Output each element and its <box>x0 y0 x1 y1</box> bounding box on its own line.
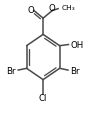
Text: O: O <box>28 6 35 15</box>
Text: OH: OH <box>71 41 84 50</box>
Text: Cl: Cl <box>39 93 47 102</box>
Text: CH₃: CH₃ <box>61 5 75 11</box>
Text: Br: Br <box>6 66 16 75</box>
Text: O: O <box>49 4 56 13</box>
Text: Br: Br <box>70 66 80 75</box>
